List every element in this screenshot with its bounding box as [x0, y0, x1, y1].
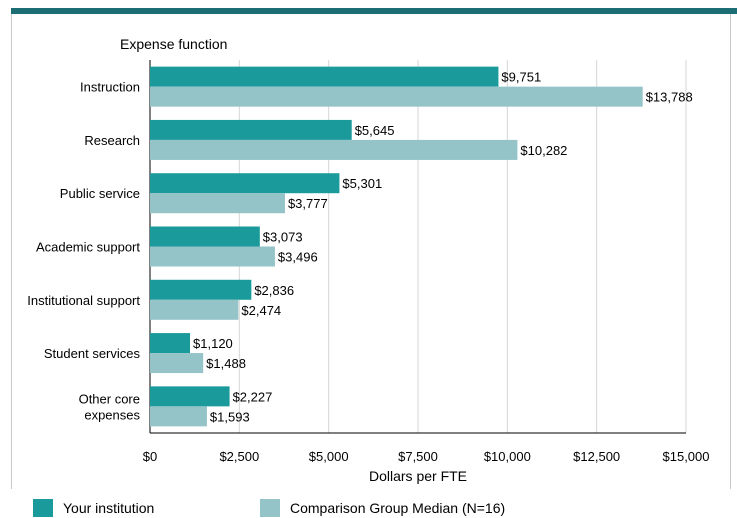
bar-comparison	[150, 246, 275, 267]
y-category-label: Instruction	[80, 80, 140, 95]
bar-value-label: $1,488	[206, 356, 246, 371]
header-accent-line	[11, 8, 737, 14]
header-bar	[0, 0, 737, 14]
bar-comparison	[150, 353, 204, 374]
bar-value-label: $2,227	[233, 389, 273, 404]
bar-institution	[150, 333, 191, 354]
bar-value-label: $1,593	[210, 409, 250, 424]
x-axis-label: Dollars per FTE	[369, 468, 467, 484]
bar-comparison	[150, 86, 643, 107]
bar-comparison	[150, 193, 285, 214]
bar-value-label: $13,788	[646, 90, 693, 105]
legend-swatch-institution	[33, 499, 53, 517]
y-category-label: expenses	[84, 407, 140, 422]
bar-value-label: $2,474	[241, 303, 281, 318]
bar-institution	[150, 173, 340, 194]
bar-institution	[150, 66, 499, 87]
x-tick-label: $10,000	[484, 449, 531, 464]
bar-comparison	[150, 139, 518, 160]
legend-swatch-comparison	[260, 499, 280, 517]
x-tick-label: $0	[143, 449, 157, 464]
legend-item-institution: Your institution	[33, 499, 154, 517]
y-category-label: Public service	[60, 186, 140, 201]
y-category-label: Institutional support	[27, 293, 140, 308]
bar-value-label: $9,751	[501, 70, 541, 85]
x-tick-label: $15,000	[663, 449, 710, 464]
bar-comparison	[150, 406, 207, 427]
bar-chart: Expense function $0 $2,500 $5,000 $7,500 $10,…	[27, 36, 710, 484]
x-tick-label: $12,500	[573, 449, 620, 464]
y-category-label: Student services	[44, 346, 141, 361]
bar-value-label: $2,836	[254, 283, 294, 298]
y-category-label: Academic support	[36, 240, 140, 255]
x-tick-label: $5,000	[309, 449, 349, 464]
legend-label-comparison: Comparison Group Median (N=16)	[290, 500, 506, 516]
chart-title: Expense function	[120, 36, 227, 52]
bar-comparison	[150, 299, 239, 320]
bar-value-label: $10,282	[520, 143, 567, 158]
bar-value-label: $3,073	[263, 230, 303, 245]
y-category-label: Other core	[79, 391, 140, 406]
x-tick-label: $2,500	[219, 449, 259, 464]
bar-value-label: $3,496	[278, 250, 318, 265]
legend: Your institution Comparison Group Median…	[0, 489, 737, 518]
legend-label-institution: Your institution	[63, 500, 155, 516]
bar-institution	[150, 279, 252, 300]
y-category-label: Research	[84, 133, 140, 148]
bar-value-label: $5,645	[355, 123, 395, 138]
bar-value-label: $1,120	[193, 336, 233, 351]
bar-institution	[150, 386, 230, 407]
x-tick-label: $7,500	[398, 449, 438, 464]
bar-institution	[150, 226, 260, 247]
bar-value-label: $5,301	[342, 176, 382, 191]
bar-institution	[150, 119, 352, 140]
legend-item-comparison: Comparison Group Median (N=16)	[260, 499, 505, 517]
bar-value-label: $3,777	[288, 196, 328, 211]
